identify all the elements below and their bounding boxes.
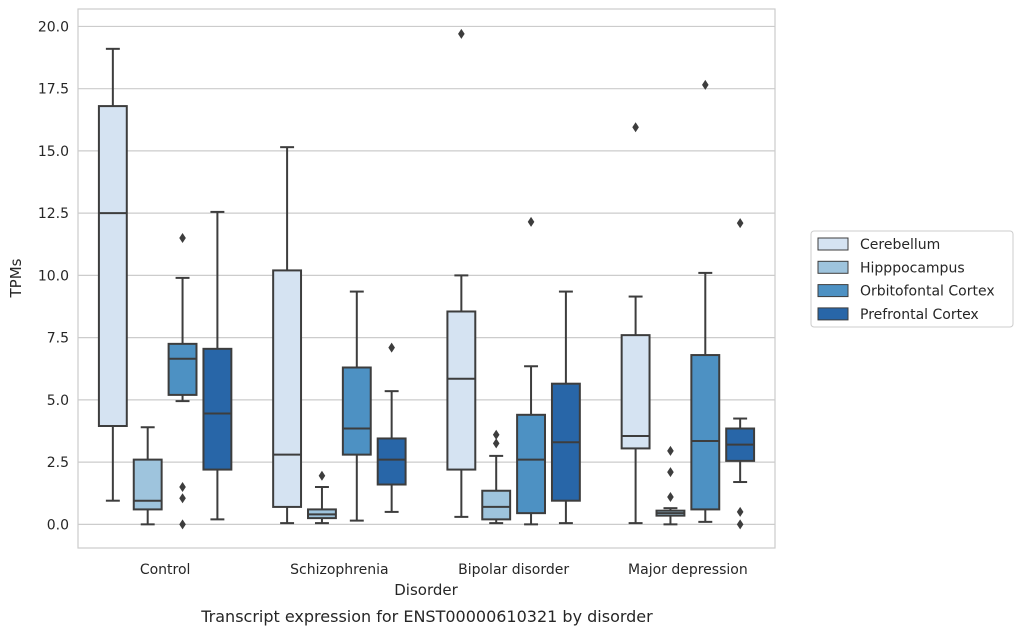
legend-frame (810, 230, 1014, 328)
box (97, 105, 128, 428)
box-plot (655, 445, 686, 526)
legend-swatch (817, 307, 849, 321)
y-tick-label: 17.5 (38, 82, 69, 98)
outlier-point (527, 216, 535, 227)
y-tick-labels: 0.0 2.5 5.0 7.5 10.0 12.5 15.0 17.5 20.0 (38, 19, 69, 533)
outlier-point (632, 122, 639, 133)
box (202, 347, 233, 471)
box (272, 269, 303, 508)
grid-lines (78, 25, 775, 525)
box (516, 413, 546, 515)
y-tick-label: 2.5 (47, 455, 69, 471)
box (481, 489, 512, 521)
outlier-point (179, 482, 186, 493)
legend-swatch (817, 284, 849, 298)
outlier-point (667, 445, 674, 456)
series-hipppocampus (132, 426, 686, 526)
box-plot (272, 146, 303, 525)
plot-frame (77, 8, 776, 549)
outlier-point (492, 429, 500, 440)
outlier-point (736, 506, 744, 517)
box-plot (516, 216, 546, 526)
box-series-group (97, 28, 756, 530)
outlier-point (388, 342, 395, 353)
y-axis-title: TPMs (7, 258, 25, 298)
legend-label: Prefrontal Cortex (860, 307, 979, 323)
box-plot (481, 429, 512, 525)
box (620, 334, 651, 450)
box (446, 310, 477, 471)
legend-label: Orbitofontal Cortex (860, 284, 995, 300)
box-plot (202, 210, 233, 521)
series-orbitofontal-cortex (167, 79, 721, 530)
box-plot (341, 290, 372, 522)
box-plot (167, 233, 198, 530)
series-prefrontal-cortex (202, 210, 756, 530)
x-tick-label: Control (140, 562, 191, 578)
outlier-point (667, 467, 674, 478)
outlier-point (318, 470, 326, 481)
y-tick-label: 0.0 (47, 517, 69, 533)
x-tick-label: Schizophrenia (290, 562, 388, 578)
legend-label: Hipppocampus (860, 260, 965, 276)
box (341, 366, 372, 456)
box-plot (620, 122, 651, 525)
outlier-point (736, 218, 744, 229)
y-tick-label: 10.0 (38, 268, 69, 284)
box-plot (132, 426, 163, 526)
legend-label: Cerebellum (860, 237, 940, 253)
x-tick-labels: Control Schizophrenia Bipolar disorder Majo… (140, 562, 748, 578)
x-tick-label: Bipolar disorder (458, 562, 569, 578)
box-plot (307, 470, 337, 525)
chart-caption: Transcript expression for ENST0000061032… (200, 607, 653, 626)
box (376, 437, 407, 486)
box-plot (376, 342, 407, 513)
outlier-point (179, 493, 186, 504)
box-plot (690, 79, 721, 523)
legend-swatch (817, 237, 849, 251)
box (690, 354, 721, 511)
outlier-point (492, 438, 500, 449)
y-tick-label: 7.5 (47, 331, 69, 347)
y-tick-label: 12.5 (38, 206, 69, 222)
y-tick-label: 20.0 (38, 19, 69, 35)
outlier-point (179, 519, 186, 530)
legend-swatch (817, 260, 849, 274)
outlier-point (458, 28, 465, 39)
box-plot (446, 28, 477, 518)
box-plot (97, 47, 128, 502)
box-plot (725, 218, 756, 530)
box-plot (550, 290, 581, 525)
outlier-point (702, 79, 709, 90)
x-axis-title: Disorder (394, 581, 458, 599)
outlier-point (179, 233, 186, 244)
series-cerebellum (97, 28, 651, 525)
x-tick-label: Major depression (628, 562, 748, 578)
legend: Cerebellum Hipppocampus Orbitofontal Corte… (810, 230, 1014, 328)
y-tick-label: 15.0 (38, 144, 69, 160)
outlier-point (736, 519, 744, 530)
y-tick-label: 5.0 (47, 393, 69, 409)
box (167, 342, 198, 396)
plot-area (78, 9, 775, 548)
box (132, 458, 163, 511)
outlier-point (667, 491, 674, 502)
